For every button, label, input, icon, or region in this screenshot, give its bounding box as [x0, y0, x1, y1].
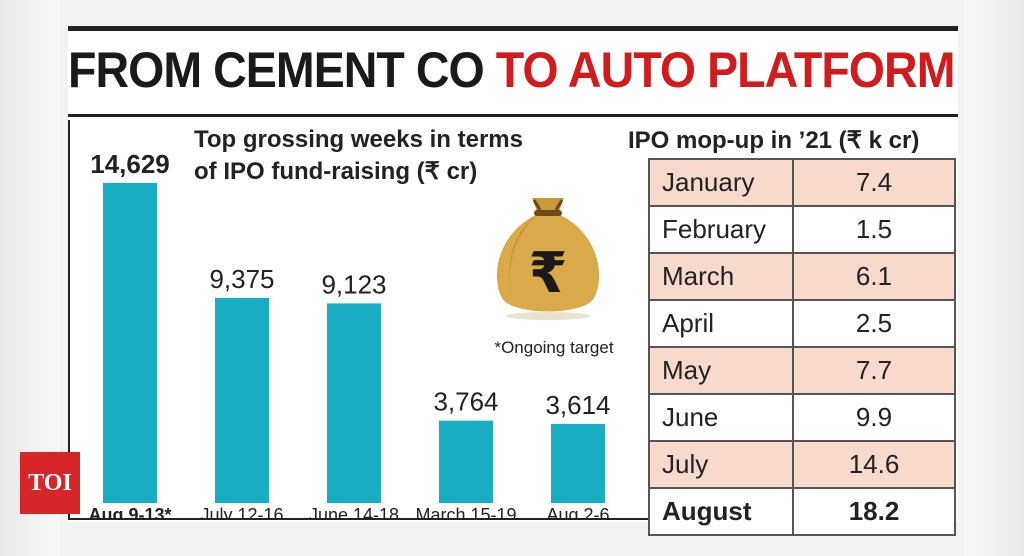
- month-cell: June: [648, 393, 794, 442]
- value-cell: 9.9: [792, 393, 956, 442]
- table-row: May 7.7: [648, 346, 956, 395]
- bar-value-label-1: 14,629: [90, 149, 170, 179]
- bar-4: [439, 420, 493, 503]
- bar-1: [103, 183, 157, 503]
- month-cell: March: [648, 252, 794, 301]
- toi-logo: TOI: [20, 452, 80, 514]
- value-cell: 7.7: [792, 346, 956, 395]
- month-cell: July: [648, 440, 794, 489]
- right-blurred-edge: [964, 0, 1024, 556]
- month-cell: April: [648, 299, 794, 348]
- value-cell: 14.6: [792, 440, 956, 489]
- table-row: January 7.4: [648, 158, 956, 207]
- chart-left-border: [68, 120, 70, 520]
- month-cell: August: [648, 487, 794, 536]
- month-cell: February: [648, 205, 794, 254]
- bar-chart: 14,629 Aug 9-13* 9,375 July 12-16 9,123 June …: [88, 149, 610, 520]
- bar-category-label-2: July 12-16: [200, 505, 283, 520]
- bar-chart-title-line2: of IPO fund-raising (₹ cr): [194, 158, 478, 185]
- headline-part2: TO AUTO PLATFORM: [495, 42, 956, 98]
- top-rule: [68, 26, 958, 31]
- table-row: July 14.6: [648, 440, 956, 489]
- headline: FROM CEMENT CO TO AUTO PLATFORM: [68, 40, 955, 100]
- bar-chart-title-line1: Top grossing weeks in terms: [194, 126, 523, 153]
- infographic-card: FROM CEMENT CO TO AUTO PLATFORM Top gros…: [68, 26, 958, 536]
- value-cell: 2.5: [792, 299, 956, 348]
- bar-category-label-3: June 14-18: [309, 505, 399, 520]
- table-row: April 2.5: [648, 299, 956, 348]
- bar-value-label-3: 9,123: [321, 269, 386, 299]
- table-row: March 6.1: [648, 252, 956, 301]
- chart-bottom-border: [68, 518, 648, 520]
- headline-rule: [68, 114, 958, 117]
- value-cell: 7.4: [792, 158, 956, 207]
- value-cell: 18.2: [792, 487, 956, 536]
- svg-text:₹: ₹: [529, 241, 568, 306]
- bar-chart-title: Top grossing weeks in terms of IPO fund-…: [194, 124, 614, 188]
- value-cell: 6.1: [792, 252, 956, 301]
- bar-value-label-5: 3,614: [545, 390, 610, 420]
- bar-value-label-2: 9,375: [209, 264, 274, 294]
- bar-2: [215, 297, 269, 503]
- table-title: IPO mop-up in ’21 (₹ k cr): [628, 127, 920, 154]
- value-cell: 1.5: [792, 205, 956, 254]
- month-cell: January: [648, 158, 794, 207]
- month-cell: May: [648, 346, 794, 395]
- bar-category-label-4: March 15-19: [415, 505, 516, 520]
- bar-category-label-5: Aug 2-6: [546, 505, 609, 520]
- headline-part1: FROM CEMENT CO: [68, 42, 485, 98]
- table-row: February 1.5: [648, 205, 956, 254]
- table-row: June 9.9: [648, 393, 956, 442]
- rupee-money-bag-icon: ₹: [488, 180, 608, 320]
- ongoing-target-note: *Ongoing target: [494, 338, 614, 357]
- bar-5: [551, 423, 605, 503]
- bar-category-label-1: Aug 9-13*: [88, 505, 171, 520]
- bar-3: [327, 303, 381, 503]
- ipo-monthly-table: January 7.4 February 1.5 March 6.1 April 2.5 May…: [648, 158, 956, 536]
- bar-value-label-4: 3,764: [433, 387, 498, 417]
- table-row: August 18.2: [648, 487, 956, 536]
